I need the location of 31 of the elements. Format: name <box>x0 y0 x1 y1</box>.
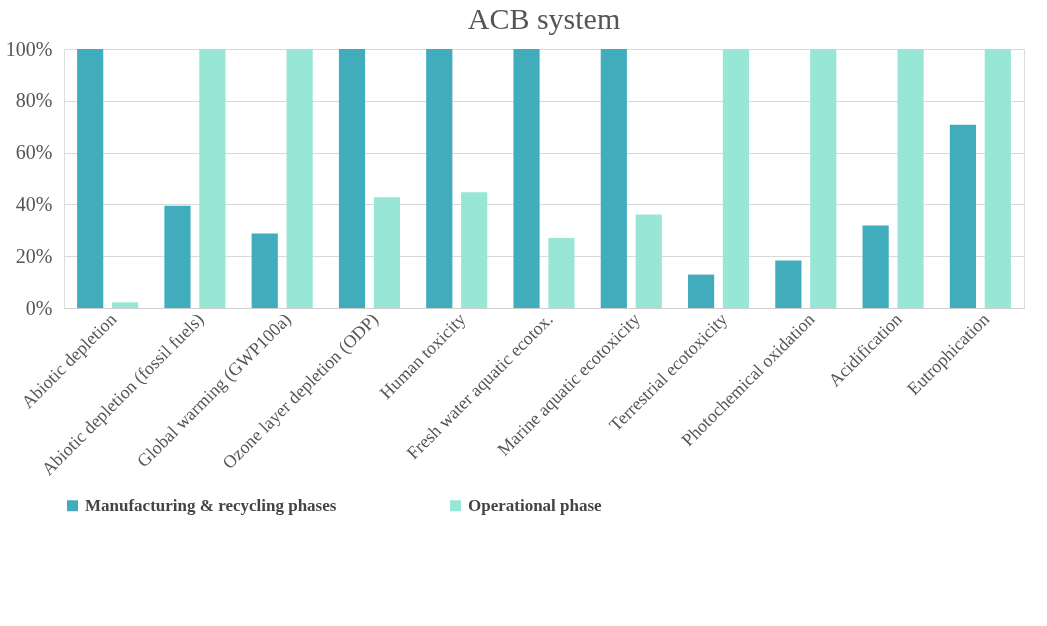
y-tick-label: 80% <box>15 89 53 112</box>
bar <box>722 49 750 308</box>
bar <box>548 238 575 308</box>
legend-label: Operational phase <box>468 495 603 515</box>
bar <box>862 225 889 308</box>
bar <box>688 274 715 308</box>
bar <box>635 214 662 308</box>
bar <box>199 49 226 308</box>
y-tick-label: 100% <box>5 37 53 60</box>
y-tick-label: 0% <box>25 296 53 319</box>
y-tick-label: 60% <box>15 141 53 164</box>
bar <box>338 49 366 308</box>
bar <box>373 197 400 308</box>
y-tick-label: 40% <box>15 192 53 215</box>
bar <box>984 49 1011 308</box>
bar <box>600 49 627 308</box>
bar <box>251 233 278 308</box>
bar <box>897 49 924 308</box>
bar <box>810 49 837 308</box>
bar <box>949 124 976 308</box>
bar <box>513 49 540 308</box>
bar <box>426 49 453 308</box>
bar <box>775 260 802 308</box>
bar <box>286 49 313 308</box>
bar <box>461 192 488 308</box>
y-tick-label: 20% <box>15 244 53 267</box>
bar <box>112 302 139 308</box>
legend-label: Manufacturing & recycling phases <box>85 495 337 515</box>
bar <box>164 205 191 308</box>
bar <box>77 49 104 308</box>
chart-title: ACB system <box>467 2 621 35</box>
